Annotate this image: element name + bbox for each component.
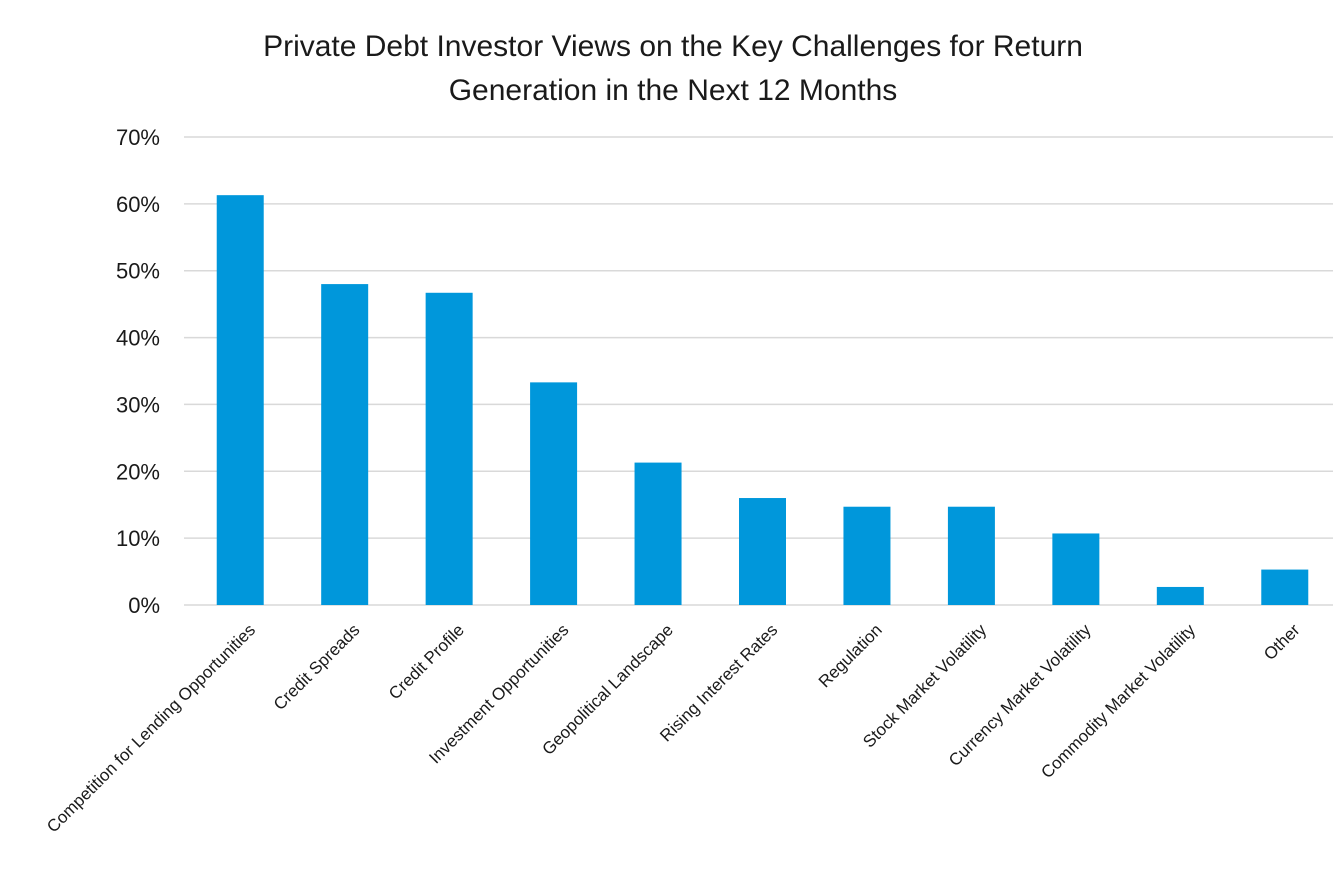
x-axis: Competition for Lending Opportunities Cre… (43, 620, 1304, 836)
y-tick-label: 0% (128, 593, 160, 618)
bars: Competition for Lending Opportunities: 6… (216, 195, 1309, 605)
bar: Investment Opportunities: 33.3% (530, 382, 578, 605)
y-tick-label: 60% (116, 192, 160, 217)
bar: Regulation: 14.7% (843, 506, 891, 605)
bar: Competition for Lending Opportunities: 6… (216, 195, 264, 605)
bar: Stock Market Volatility: 14.7% (947, 506, 995, 605)
chart-title-line-2: Generation in the Next 12 Months (449, 74, 898, 107)
bar: Rising Interest Rates: 16% (739, 498, 786, 605)
y-tick-label: 50% (116, 259, 160, 284)
x-tick-label: Credit Profile (385, 620, 468, 703)
y-tick-label: 40% (116, 326, 160, 351)
bar: Geopolitical Landscape: 21.3% (634, 462, 682, 605)
y-tick-label: 70% (116, 125, 160, 150)
x-tick-label: Rising Interest Rates (656, 620, 781, 745)
chart-title: Private Debt Investor Views on the Key C… (263, 30, 1083, 107)
y-tick-label: 10% (116, 526, 160, 551)
y-tick-label: 20% (116, 459, 160, 484)
bar: Credit Spreads: 48% (321, 284, 369, 605)
bar: Commodity Market Volatility: 2.7% (1156, 586, 1204, 605)
x-tick-label: Regulation (815, 620, 886, 691)
bar: Currency Market Volatility: 10.7% (1052, 533, 1100, 605)
y-tick-label: 30% (116, 392, 160, 417)
y-axis: 0% 10% 20% 30% 40% 50% 60% 70% (116, 125, 160, 618)
x-tick-label: Competition for Lending Opportunities (43, 620, 259, 836)
gridlines (184, 136, 1333, 606)
bar: Credit Profile: 46.7% (425, 292, 473, 605)
x-tick-label: Credit Spreads (270, 620, 364, 714)
chart-title-line-1: Private Debt Investor Views on the Key C… (263, 30, 1083, 63)
bar: Other: 5.3% (1261, 569, 1309, 605)
x-tick-label: Other (1260, 620, 1304, 664)
